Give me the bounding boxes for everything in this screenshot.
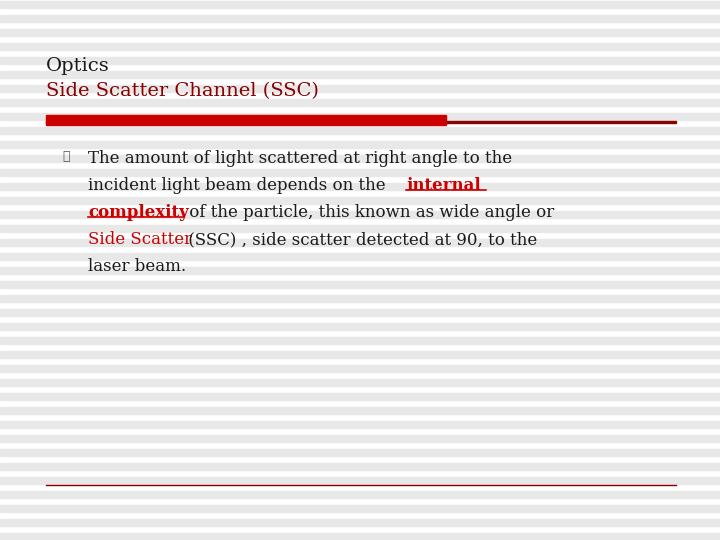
Text: Side Scatter: Side Scatter bbox=[88, 231, 192, 248]
Bar bbox=[0, 309, 720, 316]
Bar bbox=[0, 519, 720, 526]
Bar bbox=[0, 379, 720, 386]
Bar bbox=[0, 15, 720, 22]
Bar bbox=[0, 43, 720, 50]
Text: Optics: Optics bbox=[46, 57, 109, 75]
Bar bbox=[0, 113, 720, 120]
Text: ❖: ❖ bbox=[62, 150, 70, 163]
Bar bbox=[0, 29, 720, 36]
Bar bbox=[0, 141, 720, 148]
Bar bbox=[0, 323, 720, 330]
Bar bbox=[0, 435, 720, 442]
Bar bbox=[0, 267, 720, 274]
Bar bbox=[0, 449, 720, 456]
Text: Side Scatter Channel (SSC): Side Scatter Channel (SSC) bbox=[46, 82, 319, 100]
Bar bbox=[0, 533, 720, 540]
Bar bbox=[46, 115, 446, 125]
Text: laser beam.: laser beam. bbox=[88, 258, 186, 275]
Bar bbox=[0, 505, 720, 512]
Bar bbox=[0, 1, 720, 8]
Text: The amount of light scattered at right angle to the: The amount of light scattered at right a… bbox=[88, 150, 512, 167]
Bar bbox=[0, 183, 720, 190]
Bar bbox=[0, 211, 720, 218]
Bar bbox=[0, 463, 720, 470]
Bar bbox=[0, 225, 720, 232]
Text: (SSC) , side scatter detected at 90, to the: (SSC) , side scatter detected at 90, to … bbox=[183, 231, 537, 248]
Bar bbox=[0, 477, 720, 484]
Bar bbox=[0, 281, 720, 288]
Text: of the particle, this known as wide angle or: of the particle, this known as wide angl… bbox=[184, 204, 554, 221]
Bar bbox=[0, 337, 720, 344]
Bar bbox=[0, 197, 720, 204]
Bar bbox=[0, 239, 720, 246]
Bar bbox=[0, 99, 720, 106]
Bar bbox=[0, 169, 720, 176]
Bar bbox=[0, 57, 720, 64]
Text: internal: internal bbox=[406, 177, 481, 194]
Text: complexity: complexity bbox=[88, 204, 189, 221]
Bar bbox=[0, 71, 720, 78]
Bar bbox=[0, 85, 720, 92]
Bar bbox=[0, 295, 720, 302]
Bar bbox=[0, 253, 720, 260]
Bar bbox=[0, 127, 720, 134]
Bar bbox=[0, 365, 720, 372]
Bar bbox=[0, 393, 720, 400]
Bar bbox=[0, 407, 720, 414]
Bar bbox=[0, 491, 720, 498]
Bar bbox=[0, 421, 720, 428]
Bar bbox=[46, 121, 676, 123]
Text: incident light beam depends on the: incident light beam depends on the bbox=[88, 177, 391, 194]
Bar bbox=[0, 351, 720, 358]
Bar bbox=[0, 155, 720, 162]
